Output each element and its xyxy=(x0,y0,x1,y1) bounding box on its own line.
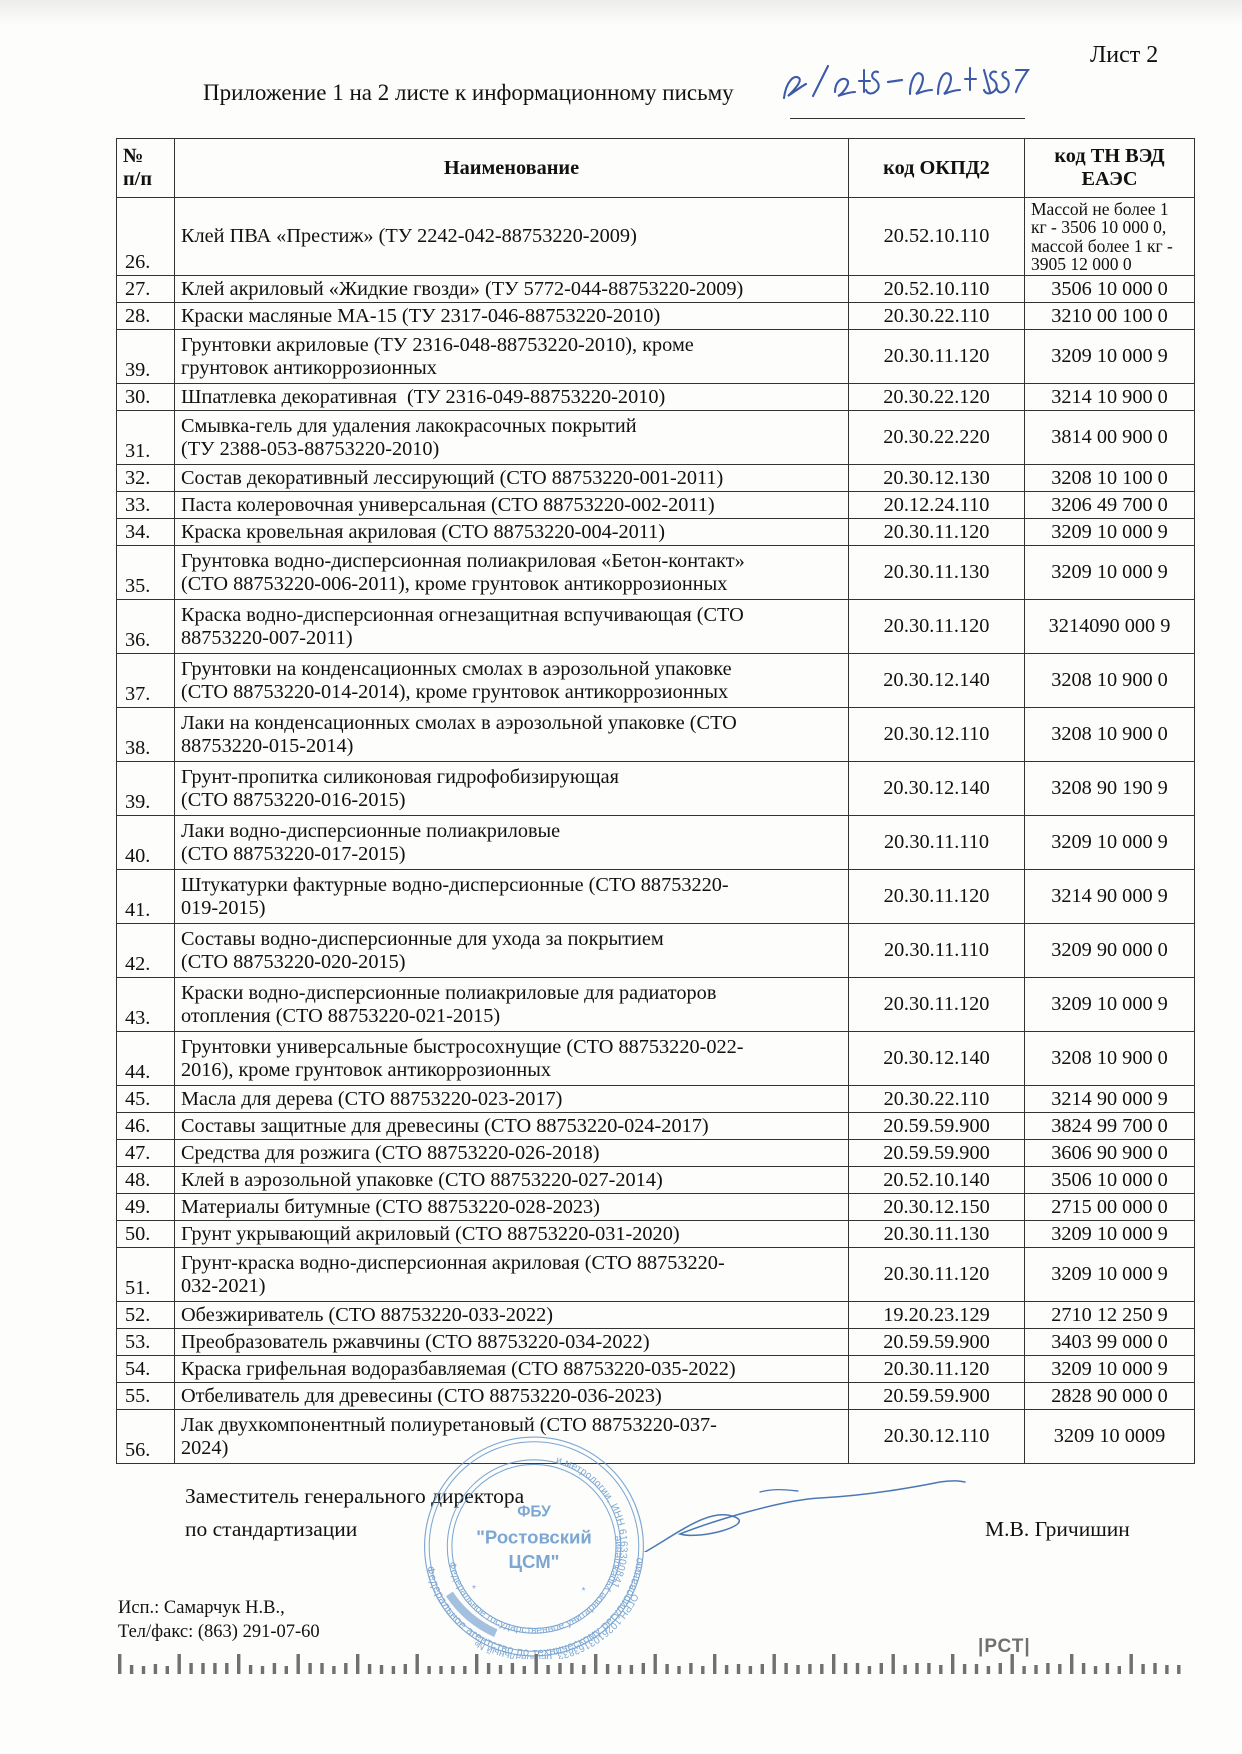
svg-text:*: * xyxy=(472,1584,476,1595)
svg-text:ФБУ: ФБУ xyxy=(517,1504,551,1521)
svg-text:ЦСМ": ЦСМ" xyxy=(508,1551,559,1572)
svg-text:"Ростовский: "Ростовский xyxy=(476,1526,592,1547)
svg-text:*: * xyxy=(581,1586,585,1597)
